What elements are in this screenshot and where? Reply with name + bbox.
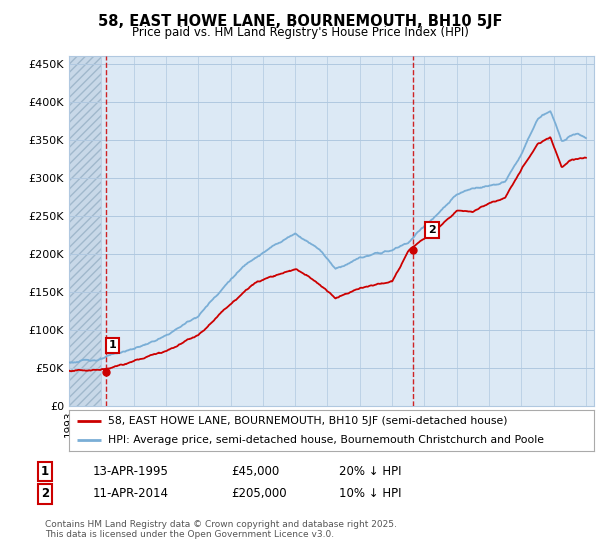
Text: HPI: Average price, semi-detached house, Bournemouth Christchurch and Poole: HPI: Average price, semi-detached house,…	[109, 435, 544, 445]
Text: 13-APR-1995: 13-APR-1995	[93, 465, 169, 478]
Text: Contains HM Land Registry data © Crown copyright and database right 2025.
This d: Contains HM Land Registry data © Crown c…	[45, 520, 397, 539]
Text: Price paid vs. HM Land Registry's House Price Index (HPI): Price paid vs. HM Land Registry's House …	[131, 26, 469, 39]
Text: 1: 1	[109, 340, 116, 351]
Bar	[69, 56, 101, 406]
Text: 2: 2	[428, 225, 436, 235]
Text: 11-APR-2014: 11-APR-2014	[93, 487, 169, 501]
Text: 1: 1	[41, 465, 49, 478]
Text: 58, EAST HOWE LANE, BOURNEMOUTH, BH10 5JF: 58, EAST HOWE LANE, BOURNEMOUTH, BH10 5J…	[98, 14, 502, 29]
Text: 58, EAST HOWE LANE, BOURNEMOUTH, BH10 5JF (semi-detached house): 58, EAST HOWE LANE, BOURNEMOUTH, BH10 5J…	[109, 417, 508, 426]
Text: 2: 2	[41, 487, 49, 501]
Text: 10% ↓ HPI: 10% ↓ HPI	[339, 487, 401, 501]
Text: 20% ↓ HPI: 20% ↓ HPI	[339, 465, 401, 478]
Text: £205,000: £205,000	[231, 487, 287, 501]
Text: £45,000: £45,000	[231, 465, 279, 478]
